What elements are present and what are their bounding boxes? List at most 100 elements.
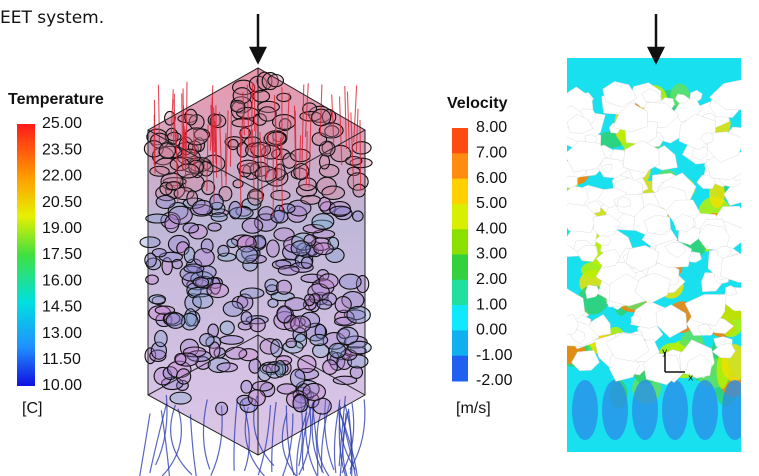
particle bbox=[188, 159, 205, 175]
temperature-unit: [C] bbox=[22, 400, 42, 417]
streamline bbox=[305, 131, 308, 186]
streamline bbox=[252, 122, 257, 170]
streamline bbox=[296, 412, 308, 476]
colorbar-band bbox=[452, 178, 468, 205]
streamline bbox=[170, 89, 174, 137]
streamline bbox=[241, 400, 250, 472]
particle bbox=[258, 106, 277, 122]
temperature-label: 17.50 bbox=[42, 246, 82, 263]
particle bbox=[217, 252, 237, 262]
streamline bbox=[271, 401, 277, 473]
particle bbox=[300, 194, 322, 205]
streamline bbox=[185, 81, 188, 159]
colorbar-band bbox=[452, 254, 468, 281]
velocity-label: -1.00 bbox=[476, 347, 513, 364]
streamline bbox=[189, 414, 197, 476]
particle bbox=[192, 276, 210, 288]
particle bbox=[290, 240, 311, 257]
particle bbox=[341, 290, 365, 310]
particle bbox=[302, 223, 326, 234]
particle bbox=[309, 333, 329, 347]
streamline bbox=[242, 92, 245, 136]
particle bbox=[144, 252, 157, 268]
particle bbox=[219, 320, 235, 336]
particle bbox=[605, 332, 650, 362]
streamline bbox=[285, 405, 295, 476]
particle bbox=[183, 246, 196, 264]
streamline bbox=[215, 105, 218, 178]
streamline bbox=[279, 137, 284, 211]
particle bbox=[169, 391, 192, 405]
particle bbox=[267, 298, 279, 308]
particle bbox=[240, 311, 253, 325]
streamline bbox=[250, 83, 254, 151]
particle bbox=[334, 295, 352, 314]
particle bbox=[210, 212, 228, 223]
particle bbox=[352, 183, 366, 198]
streamline bbox=[206, 124, 209, 192]
temperature-label: 10.00 bbox=[42, 377, 82, 394]
streamline bbox=[273, 95, 278, 172]
particle bbox=[598, 158, 629, 179]
particle bbox=[192, 199, 214, 216]
wake bbox=[722, 380, 741, 440]
particle bbox=[321, 185, 346, 200]
streamline bbox=[344, 85, 348, 149]
particle bbox=[226, 238, 239, 249]
streamline bbox=[320, 401, 331, 472]
particle bbox=[270, 209, 289, 224]
particle bbox=[171, 258, 183, 270]
particle bbox=[236, 142, 249, 158]
streamline bbox=[294, 110, 297, 170]
particle bbox=[235, 205, 252, 217]
particle bbox=[698, 323, 711, 336]
particle bbox=[206, 282, 230, 299]
particle bbox=[182, 222, 200, 234]
particle bbox=[238, 164, 252, 178]
particle bbox=[567, 314, 579, 335]
streamline bbox=[266, 131, 269, 178]
streamline bbox=[304, 83, 309, 138]
particle bbox=[311, 213, 335, 231]
particle bbox=[267, 73, 285, 88]
particle bbox=[235, 245, 258, 264]
particle bbox=[696, 224, 730, 252]
streamline bbox=[316, 412, 330, 476]
particle bbox=[275, 279, 293, 295]
streamline bbox=[244, 406, 266, 476]
particle bbox=[290, 315, 312, 334]
particle bbox=[346, 305, 371, 324]
particle bbox=[294, 368, 320, 381]
particle bbox=[209, 193, 224, 211]
particle bbox=[200, 238, 214, 254]
streamline bbox=[211, 97, 215, 153]
velocity-label: 7.00 bbox=[476, 145, 507, 162]
velocity-label: 2.00 bbox=[476, 271, 507, 288]
streamline bbox=[298, 135, 302, 180]
streamline bbox=[173, 93, 175, 146]
particle bbox=[318, 154, 331, 170]
velocity-title: Velocity bbox=[447, 95, 508, 112]
streamline bbox=[338, 396, 347, 467]
particle bbox=[201, 180, 216, 196]
particle bbox=[261, 363, 280, 374]
particle bbox=[567, 203, 598, 233]
particle bbox=[224, 346, 248, 360]
streamline bbox=[184, 129, 187, 193]
streamline bbox=[355, 108, 359, 152]
streamline bbox=[161, 408, 182, 476]
velocity-label: 3.00 bbox=[476, 246, 507, 263]
particle bbox=[188, 224, 208, 240]
streamline bbox=[218, 111, 223, 188]
particle bbox=[352, 210, 364, 222]
particle bbox=[240, 379, 253, 394]
streamline bbox=[246, 84, 250, 151]
velocity-label: 1.00 bbox=[476, 296, 507, 313]
particle bbox=[641, 88, 662, 104]
particle bbox=[252, 89, 271, 103]
particle bbox=[328, 342, 347, 359]
particle bbox=[164, 214, 180, 233]
streamline bbox=[338, 406, 347, 476]
streamline bbox=[339, 412, 358, 476]
